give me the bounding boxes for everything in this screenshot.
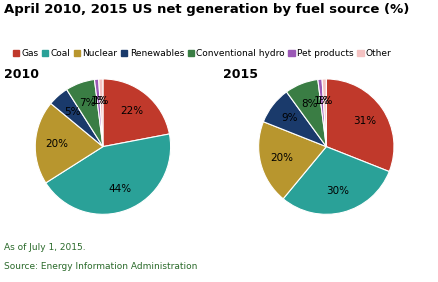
Text: 5%: 5% bbox=[64, 107, 81, 117]
Wedge shape bbox=[51, 89, 103, 147]
Wedge shape bbox=[263, 92, 326, 147]
Text: 20%: 20% bbox=[46, 139, 68, 149]
Wedge shape bbox=[283, 147, 389, 214]
Wedge shape bbox=[95, 79, 103, 147]
Wedge shape bbox=[322, 79, 326, 147]
Text: 8%: 8% bbox=[301, 99, 318, 109]
Wedge shape bbox=[326, 79, 394, 171]
Legend: Gas, Coal, Nuclear, Renewables, Conventional hydro, Pet products, Other: Gas, Coal, Nuclear, Renewables, Conventi… bbox=[9, 45, 395, 62]
Wedge shape bbox=[35, 103, 103, 183]
Text: 31%: 31% bbox=[353, 116, 376, 126]
Wedge shape bbox=[258, 122, 326, 199]
Wedge shape bbox=[318, 79, 326, 147]
Text: 2015: 2015 bbox=[223, 68, 258, 81]
Wedge shape bbox=[46, 134, 171, 214]
Text: 22%: 22% bbox=[121, 106, 144, 116]
Text: 30%: 30% bbox=[326, 186, 349, 196]
Text: 2010: 2010 bbox=[4, 68, 39, 81]
Wedge shape bbox=[286, 80, 326, 147]
Text: 1%: 1% bbox=[93, 96, 110, 106]
Wedge shape bbox=[67, 80, 103, 147]
Text: 1%: 1% bbox=[314, 96, 330, 106]
Text: 9%: 9% bbox=[282, 113, 298, 124]
Text: Source: Energy Information Administration: Source: Energy Information Administratio… bbox=[4, 262, 198, 271]
Text: 1%: 1% bbox=[90, 96, 107, 106]
Wedge shape bbox=[103, 79, 170, 147]
Wedge shape bbox=[99, 79, 103, 147]
Text: 44%: 44% bbox=[108, 184, 131, 194]
Text: 7%: 7% bbox=[79, 98, 95, 108]
Text: 1%: 1% bbox=[317, 96, 333, 106]
Text: April 2010, 2015 US net generation by fuel source (%): April 2010, 2015 US net generation by fu… bbox=[4, 3, 410, 16]
Text: As of July 1, 2015.: As of July 1, 2015. bbox=[4, 243, 86, 252]
Text: 20%: 20% bbox=[270, 153, 293, 163]
